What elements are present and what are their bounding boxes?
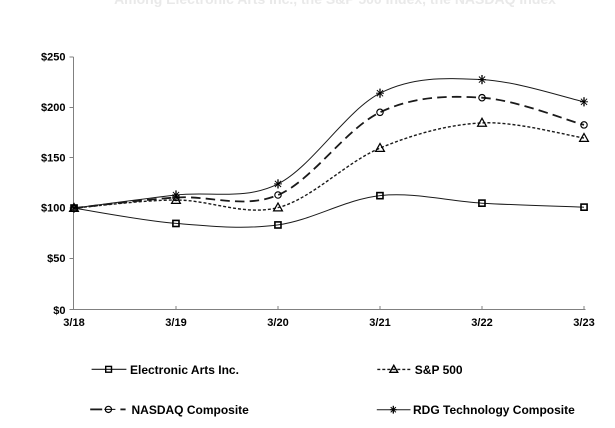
svg-text:3/23: 3/23 [573, 317, 594, 329]
svg-text:NASDAQ Composite: NASDAQ Composite [132, 403, 250, 417]
svg-text:$200: $200 [41, 102, 65, 114]
svg-text:$0: $0 [53, 305, 65, 317]
svg-text:3/21: 3/21 [369, 317, 390, 329]
svg-text:3/19: 3/19 [165, 317, 186, 329]
svg-text:$50: $50 [47, 253, 65, 265]
svg-text:Electronic Arts Inc.: Electronic Arts Inc. [130, 363, 239, 377]
svg-text:Among Electronic Arts Inc., th: Among Electronic Arts Inc., the S&P 500 … [114, 0, 556, 7]
svg-text:3/22: 3/22 [471, 317, 492, 329]
svg-text:3/18: 3/18 [63, 317, 84, 329]
svg-text:$250: $250 [41, 52, 65, 64]
svg-text:RDG Technology Composite: RDG Technology Composite [413, 403, 575, 417]
svg-text:$100: $100 [41, 203, 65, 215]
svg-text:S&P 500: S&P 500 [415, 363, 463, 377]
svg-text:$150: $150 [41, 152, 65, 164]
svg-text:3/20: 3/20 [267, 317, 288, 329]
